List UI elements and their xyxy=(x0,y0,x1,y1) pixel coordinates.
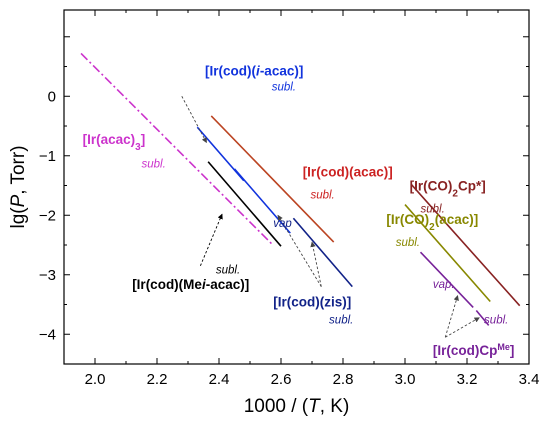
y-tick-label: −4 xyxy=(39,326,56,343)
label-ir-cod-cpme-vap: vap. xyxy=(433,279,455,291)
x-title-part: , K) xyxy=(320,396,350,417)
label-part: [Ir(cod)( xyxy=(205,63,256,78)
pointer-ir-cod-cpme-subl xyxy=(445,317,480,338)
pointer-layer xyxy=(181,96,480,338)
x-tick-label: 2.6 xyxy=(271,371,292,388)
label-ir-acac3: [Ir(acac)3] xyxy=(83,132,146,153)
label-part: 2 xyxy=(452,188,458,199)
label-part: [Ir(CO) xyxy=(386,212,429,227)
series-layer xyxy=(80,52,521,326)
label-ir-cod-mei-acac-subl: subl. xyxy=(216,265,240,277)
y-tick-label: −3 xyxy=(39,267,56,284)
x-tick-label: 2.2 xyxy=(147,371,168,388)
label-part: ] xyxy=(141,132,146,147)
label-part: subl. xyxy=(216,265,240,277)
label-ir-co2-cpstar-subl: subl. xyxy=(421,203,445,215)
x-axis-title: 1000 / (T, K) xyxy=(244,396,350,417)
label-ir-cod-mei-acac: [Ir(cod)(Mei-acac)] xyxy=(132,277,249,292)
label-ir-cod-zis-subl: subl. xyxy=(329,315,353,327)
label-ir-cod-acac: [Ir(cod)(acac)] xyxy=(303,165,393,180)
series-line xyxy=(207,161,282,247)
y-title-part: lg( xyxy=(8,207,29,229)
label-part: subl. xyxy=(329,315,353,327)
x-axis-ticks: 2.0 2.2 2.4 2.6 2.8 3.0 3.2 3.4 xyxy=(63,10,540,388)
label-part: (acac)] xyxy=(435,212,479,227)
series-line xyxy=(404,204,491,303)
x-tick-label: 3.0 xyxy=(395,371,416,388)
x-title-part: T xyxy=(308,396,321,417)
label-ir-cod-i-acac: [Ir(cod)(i-acac)] xyxy=(205,63,303,78)
x-tick-label: 2.8 xyxy=(333,371,354,388)
label-ir-acac3-subl: subl. xyxy=(142,159,166,171)
series-line xyxy=(210,115,335,243)
label-part: -acac)] xyxy=(206,277,250,292)
y-axis-ticks: 0 −1 −2 −3 −4 xyxy=(39,36,529,365)
label-ir-cod-i-acac-subl: subl. xyxy=(272,81,296,93)
series-line xyxy=(475,309,490,326)
label-part: Me xyxy=(497,342,510,352)
label-part: [Ir(cod)(acac)] xyxy=(303,165,393,180)
plot-border xyxy=(63,9,530,365)
plot-frame xyxy=(63,9,530,365)
label-part: subl. xyxy=(396,237,420,249)
label-ir-co2-acac-subl: subl. xyxy=(396,237,420,249)
label-part: vap. xyxy=(433,279,455,291)
x-tick-label: 3.4 xyxy=(519,371,540,388)
label-part: [Ir(cod)(zis)] xyxy=(273,294,351,309)
label-ir-cod-cpme-subl: subl. xyxy=(484,315,508,327)
series-line xyxy=(80,52,273,245)
label-part: subl. xyxy=(142,159,166,171)
x-tick-label: 2.0 xyxy=(85,371,106,388)
label-part: subl. xyxy=(310,190,334,202)
label-part: [Ir(acac) xyxy=(83,132,136,147)
label-ir-cod-acac-subl: subl. xyxy=(310,190,334,202)
label-layer: [Ir(cod)(i-acac)]subl.[Ir(acac)3]subl. [I… xyxy=(83,63,515,358)
label-part: Cp*] xyxy=(458,178,486,193)
label-ir-cod-cpme: [Ir(cod)CpMe] xyxy=(433,342,515,358)
x-tick-label: 3.2 xyxy=(457,371,478,388)
series-line xyxy=(233,168,291,234)
pointer-ir-cod-cpme-vap xyxy=(444,295,459,338)
x-tick-label: 2.4 xyxy=(209,371,230,388)
label-ir-co2-acac: [Ir(CO)2(acac)] xyxy=(386,212,478,233)
label-part: i xyxy=(202,277,206,292)
y-axis-title: lg(P, Torr) xyxy=(8,145,29,228)
label-part: ] xyxy=(510,343,515,358)
y-title-part: , Torr) xyxy=(8,145,29,194)
label-part: vap xyxy=(273,218,292,230)
label-ir-cod-zis: [Ir(cod)(zis)] xyxy=(273,294,351,309)
y-title-part: P xyxy=(8,194,29,207)
x-title-part: 1000 / ( xyxy=(244,396,309,417)
label-ir-co2-cpstar: [Ir(CO)2Cp*] xyxy=(410,178,486,199)
series-line xyxy=(419,251,474,309)
series-line xyxy=(292,217,353,288)
label-part: subl. xyxy=(272,81,296,93)
label-part: 3 xyxy=(135,141,141,152)
pointer-ir-cod-zis-vap xyxy=(277,214,322,287)
y-tick-label: −1 xyxy=(39,148,56,165)
label-part: [Ir(CO) xyxy=(410,178,453,193)
pointer-ir-cod-mei-acac xyxy=(199,213,223,267)
label-part: i xyxy=(256,63,260,78)
pointer-ir-cod-zis-subl xyxy=(310,241,322,287)
label-part: [Ir(cod)Cp xyxy=(433,343,498,358)
label-ir-cod-zis-vap: vap xyxy=(273,218,292,230)
y-tick-label: −2 xyxy=(39,207,56,224)
label-part: [Ir(cod)(Me xyxy=(132,277,202,292)
series-line xyxy=(410,183,521,307)
label-part: 2 xyxy=(429,222,435,233)
label-part: subl. xyxy=(421,203,445,215)
y-tick-label: 0 xyxy=(48,88,56,105)
pointer-ir-cod-i-acac xyxy=(181,96,207,144)
label-part: subl. xyxy=(484,315,508,327)
label-part: -acac)] xyxy=(260,63,304,78)
